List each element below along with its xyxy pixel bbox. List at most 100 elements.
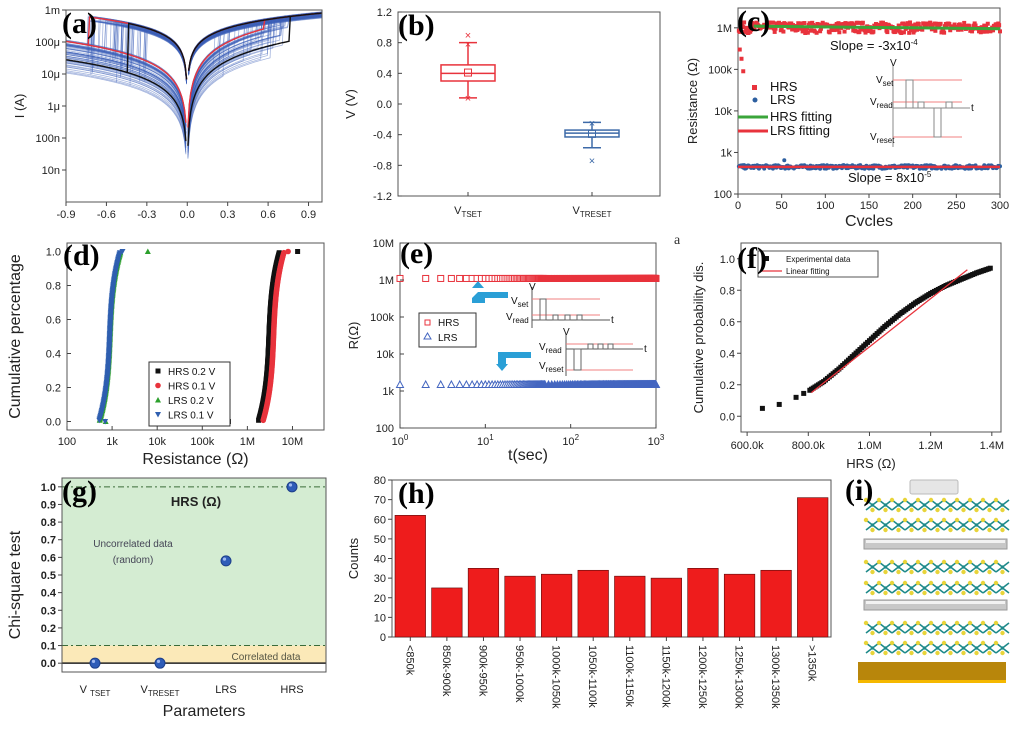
- hrs-point: [972, 21, 977, 26]
- inset-pulse: [587, 343, 594, 350]
- y-axis-label: V (V): [343, 89, 358, 119]
- outlier-marker: ×: [465, 93, 471, 105]
- chart-g: 0.0 0.1 0.2 0.3 0.4 0.5 0.6 0.7 0.8 0.9 1.0 V TSET V…: [7, 475, 327, 720]
- mean-marker: [464, 68, 472, 77]
- metal-atom: [974, 646, 979, 650]
- sulfur-atom: [987, 569, 992, 575]
- x-tick-label: 100: [816, 200, 834, 212]
- inset-level-label: Vreset: [870, 132, 895, 145]
- point-highlight: [222, 557, 227, 561]
- y-tick-label: 80: [374, 475, 386, 487]
- y-tick-label: 1M: [717, 23, 732, 35]
- y-tick-label: 40: [374, 554, 386, 566]
- hrs02-point: [155, 368, 161, 374]
- hrs-point: [970, 29, 975, 34]
- metal-atom: [870, 523, 875, 527]
- box-V_TRESET: ××: [564, 118, 620, 168]
- sulfur-atom: [954, 497, 960, 503]
- sulfur-atom: [948, 507, 953, 513]
- x-tick-label: 1250k-1300k: [733, 645, 745, 709]
- y-tick-label: 100n: [36, 133, 60, 145]
- sulfur-atom: [941, 517, 947, 523]
- metal-atom: [974, 586, 979, 590]
- sulfur-atom: [961, 569, 966, 575]
- arrow-up-icon: [472, 281, 484, 288]
- x-axis-label: Cvcles: [845, 213, 893, 230]
- y-tick-label: 0.4: [41, 588, 57, 600]
- metal-atom: [922, 586, 927, 590]
- metal-atom: [987, 626, 992, 630]
- y-tick-label: 100: [714, 189, 732, 201]
- sulfur-atom: [980, 620, 986, 626]
- y-axis-label: Counts: [346, 537, 361, 579]
- y-tick-label: 0.0: [41, 658, 56, 670]
- metal-atom: [883, 586, 888, 590]
- point-highlight: [288, 483, 293, 487]
- y-tick-label: 1k: [382, 386, 394, 398]
- y-tick-label: 1.0: [46, 247, 61, 259]
- hrs-point: [737, 29, 742, 34]
- metal-atom: [948, 586, 953, 590]
- outlier-marker: ×: [465, 30, 471, 42]
- point-highlight: [91, 659, 96, 663]
- sulfur-atom: [935, 507, 940, 513]
- chart-h: <850k 850k-900k 900k-950k 950k-1000k 1000k-1…: [346, 475, 832, 709]
- slope-annotation-lrs: Slope = 8x10-5: [848, 170, 932, 185]
- x-tick-label: 100: [58, 436, 76, 448]
- inset-pulse: [597, 343, 604, 350]
- x-tick-label: -0.3: [137, 209, 156, 221]
- x-tick-label: 0.3: [220, 209, 235, 221]
- hrs-point: [880, 20, 885, 25]
- sulfur-atom: [870, 527, 875, 533]
- sulfur-atom: [961, 650, 966, 656]
- hrs-point: [907, 30, 912, 35]
- metal-atom: [883, 523, 888, 527]
- lrs-point: [436, 379, 446, 388]
- sulfur-atom: [980, 640, 986, 646]
- metal-atom: [896, 646, 901, 650]
- inset-axis-label: V: [563, 327, 570, 338]
- metal-atom: [1000, 565, 1005, 569]
- hrs-point: [981, 29, 986, 34]
- x-tick-label: 101: [477, 433, 494, 448]
- plot-frame: [66, 242, 325, 431]
- lrs-point: [467, 379, 477, 388]
- x-tick-label: 0.6: [260, 209, 275, 221]
- hrs01-point: [155, 382, 161, 389]
- sulfur-atom: [928, 517, 934, 523]
- hrs-point: [933, 28, 938, 33]
- x-tick-label: 102: [562, 433, 579, 448]
- panel-label: (d): [63, 239, 100, 272]
- hrs-point: [817, 22, 822, 27]
- sulfur-atom: [993, 517, 999, 523]
- sulfur-atom: [974, 527, 979, 533]
- hrs-point: [456, 274, 464, 282]
- hrs-point: [901, 30, 906, 35]
- hrs-point: [998, 29, 1002, 34]
- arrow-down-icon: [496, 364, 508, 371]
- y-tick-label: 0.6: [720, 317, 735, 329]
- metal-atom: [922, 626, 927, 630]
- hrs-point: [749, 27, 754, 32]
- y-tick-label: 100: [376, 423, 394, 435]
- hrs-fit-line: [753, 24, 1001, 31]
- y-tick-label: 1.0: [41, 482, 56, 494]
- sulfur-atom: [928, 559, 934, 565]
- panel-label: (g): [62, 475, 97, 508]
- histogram-bar: [541, 573, 573, 638]
- sulfur-atom: [1000, 507, 1005, 513]
- sulfur-atom: [896, 590, 901, 596]
- histogram-bar: [577, 569, 609, 638]
- sulfur-atom: [915, 559, 921, 565]
- hrs-point: [747, 25, 752, 30]
- sulfur-atom: [876, 640, 882, 646]
- metal-atom: [935, 565, 940, 569]
- metal-atom: [922, 503, 927, 507]
- metal-atom: [961, 626, 966, 630]
- hrs-point: [957, 22, 962, 27]
- exp-data-point: [987, 265, 993, 271]
- hrs-point: [396, 274, 404, 282]
- metal-atom: [870, 646, 875, 650]
- sulfur-atom: [876, 559, 882, 565]
